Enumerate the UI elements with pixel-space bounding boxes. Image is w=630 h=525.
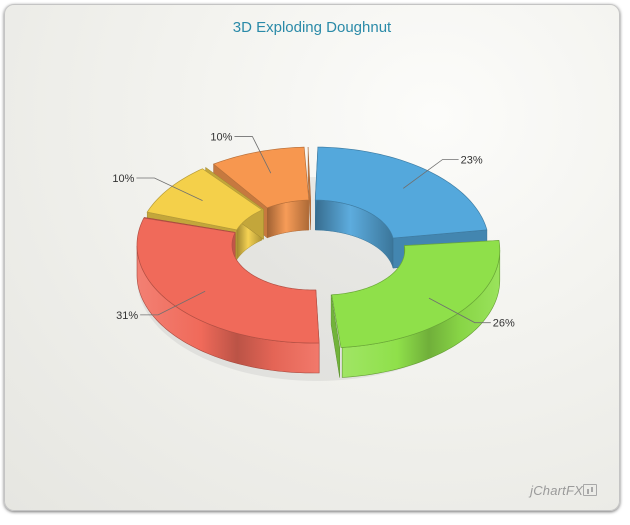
data-label: 23% bbox=[461, 154, 483, 166]
data-label: 31% bbox=[116, 310, 138, 322]
label-leader-line bbox=[136, 177, 203, 201]
doughnut-slice bbox=[136, 217, 320, 344]
doughnut-slice bbox=[314, 146, 488, 239]
label-leader-line bbox=[234, 136, 272, 174]
label-leader-line bbox=[140, 290, 206, 316]
slice-cut-face bbox=[330, 294, 340, 378]
data-label: 10% bbox=[112, 173, 134, 185]
label-leader-line bbox=[428, 297, 491, 324]
doughnut-slice bbox=[146, 168, 263, 231]
chart-title: 3D Exploding Doughnut bbox=[232, 19, 392, 36]
data-label: 10% bbox=[210, 132, 232, 144]
data-label: 26% bbox=[493, 318, 515, 330]
doughnut-slice bbox=[331, 240, 501, 348]
chart-panel: 3D Exploding Doughnut 23% 26% 31% 10% 10% jC… bbox=[4, 4, 620, 511]
label-leader-line bbox=[403, 159, 459, 189]
chart-logo-icon bbox=[583, 484, 597, 496]
doughnut-slice bbox=[212, 146, 310, 209]
slice-cut-face bbox=[307, 147, 311, 231]
jchartfx-logo: jChartFX bbox=[530, 483, 583, 498]
doughnut-chart: 23% 26% 31% 10% 10% bbox=[112, 132, 515, 381]
